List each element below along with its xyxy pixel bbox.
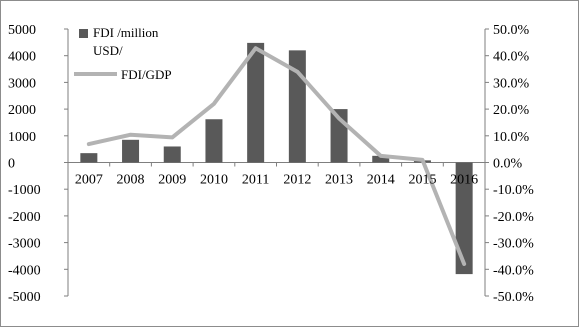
x-tick-label: 2013 — [325, 173, 353, 188]
bar-2011 — [247, 42, 265, 163]
left-tick-label: 0 — [8, 157, 15, 172]
left-tick-label: 5000 — [8, 23, 36, 38]
left-tick-label: 4000 — [8, 50, 36, 65]
line-point-2008 — [129, 133, 133, 137]
line-series-fdi-gdp — [86, 46, 467, 266]
x-tick-label: 2009 — [158, 173, 186, 188]
x-tick-label: 2016 — [450, 173, 478, 188]
left-tick-label: -4000 — [8, 263, 41, 278]
left-tick-label: 1000 — [8, 130, 36, 145]
right-tick-label: -50.0% — [493, 290, 534, 305]
left-tick-label: -1000 — [8, 183, 41, 198]
bar-2009 — [163, 146, 181, 163]
line-point-2015 — [420, 158, 424, 162]
right-tick-label: -30.0% — [493, 237, 534, 252]
line-point-2010 — [212, 102, 216, 106]
legend: FDI /million USD/ FDI/GDP — [74, 25, 172, 82]
right-tick-label: 20.0% — [493, 103, 530, 118]
right-tick-label: 40.0% — [493, 50, 530, 65]
line-point-2014 — [379, 154, 383, 158]
right-tick-label: 10.0% — [493, 130, 530, 145]
legend-bar-swatch — [79, 29, 88, 38]
legend-bar-label-line2: USD/ — [93, 43, 123, 58]
right-tick-label: -10.0% — [493, 183, 534, 198]
bar-2007 — [80, 153, 98, 163]
bar-2016 — [455, 162, 473, 275]
x-tick-label: 2008 — [117, 173, 145, 188]
left-tick-label: -3000 — [8, 237, 41, 252]
bar-2014 — [372, 155, 390, 163]
line-layer — [86, 46, 467, 266]
left-tick-label: 2000 — [8, 103, 36, 118]
right-tick-label: 30.0% — [493, 76, 530, 91]
x-tick-label: 2014 — [367, 173, 395, 188]
left-tick-label: 3000 — [8, 76, 36, 91]
right-tick-label: 0.0% — [493, 157, 523, 172]
right-tick-label: 50.0% — [493, 23, 530, 38]
x-tick-label: 2010 — [200, 173, 228, 188]
right-tick-label: -40.0% — [493, 263, 534, 278]
line-point-2007 — [87, 142, 91, 146]
x-tick-label: 2007 — [75, 173, 103, 188]
line-point-2016 — [462, 262, 466, 266]
bar-2010 — [205, 119, 223, 163]
x-tick-label: 2011 — [242, 173, 269, 188]
legend-bar-label-line1: FDI /million — [93, 25, 159, 40]
legend-line-label: FDI/GDP — [121, 67, 172, 82]
ticks-layer: 5000 4000 3000 2000 1000 0 -1000 -2000 -3000 -400… — [8, 23, 534, 305]
x-tick-label: 2012 — [283, 173, 311, 188]
x-tick-label: 2015 — [408, 173, 436, 188]
bar-2008 — [122, 139, 140, 163]
right-tick-label: -20.0% — [493, 210, 534, 225]
line-point-2011 — [254, 46, 258, 50]
line-point-2013 — [337, 116, 341, 120]
line-point-2012 — [295, 70, 299, 74]
left-tick-label: -5000 — [8, 290, 41, 305]
line-point-2009 — [170, 135, 174, 139]
left-tick-label: -2000 — [8, 210, 41, 225]
